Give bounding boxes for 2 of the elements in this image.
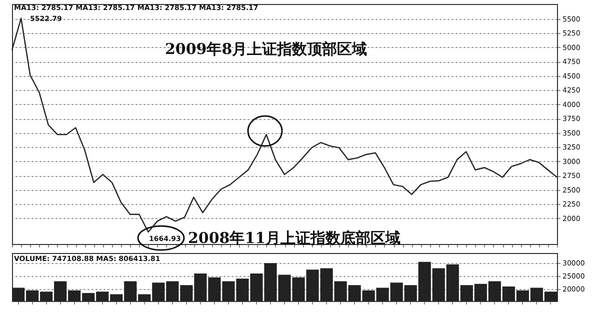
annotation: 2009年8月上证指数顶部区域 — [165, 40, 368, 58]
annotation: 2008年11月上证指数底部区域 — [188, 229, 401, 247]
